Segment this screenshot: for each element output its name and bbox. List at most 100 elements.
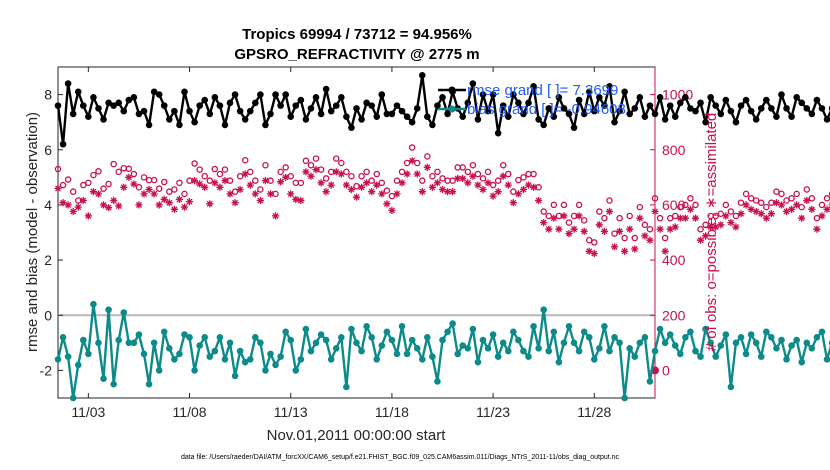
data-point	[277, 102, 284, 109]
data-point	[778, 336, 785, 344]
data-point	[191, 160, 198, 167]
data-point	[352, 193, 361, 201]
data-point	[484, 168, 492, 176]
y-axis-left-label: rmse and bias (model - observation)	[24, 112, 41, 352]
data-point	[297, 196, 305, 205]
data-point	[692, 107, 699, 115]
data-point	[747, 331, 755, 338]
data-point	[459, 164, 466, 171]
data-point	[768, 334, 775, 341]
data-point	[74, 88, 82, 96]
data-point	[763, 203, 770, 211]
data-point	[590, 107, 598, 115]
data-point	[585, 88, 593, 96]
data-point	[782, 207, 791, 216]
data-point	[580, 110, 588, 118]
y-tick-label-left: 0	[44, 307, 52, 323]
data-point	[676, 214, 684, 222]
data-point	[388, 206, 396, 214]
data-point	[95, 339, 102, 347]
data-point	[519, 185, 528, 194]
data-point	[135, 331, 143, 338]
y-tick-label-left: 2	[44, 252, 52, 268]
data-point	[166, 188, 173, 195]
data-point	[788, 342, 795, 349]
data-point	[312, 166, 320, 174]
data-point	[656, 214, 664, 222]
data-point	[262, 161, 269, 169]
data-point	[479, 175, 487, 182]
data-point	[778, 190, 785, 198]
data-point	[793, 190, 800, 198]
data-point	[661, 116, 669, 123]
data-point	[489, 91, 497, 98]
data-point	[201, 334, 209, 341]
data-point	[484, 107, 492, 115]
data-point	[601, 322, 608, 330]
data-point	[621, 247, 629, 255]
data-point	[241, 156, 249, 164]
data-point	[282, 173, 290, 181]
data-point	[444, 188, 452, 196]
y-axis-right-label: # of obs: o=possible; ∗=assimilated	[703, 113, 720, 352]
data-point	[646, 225, 654, 233]
data-point	[160, 102, 168, 109]
data-point	[570, 225, 578, 233]
data-point	[540, 121, 547, 129]
data-point	[262, 121, 269, 129]
data-point	[353, 339, 360, 347]
data-point	[115, 202, 123, 210]
data-point	[155, 367, 163, 374]
data-point	[621, 88, 628, 96]
chart-subtitle: GPSRO_REFRACTIVITY @ 2775 m	[234, 46, 479, 63]
data-point	[105, 180, 112, 188]
data-point	[494, 188, 502, 196]
data-point	[727, 219, 735, 227]
data-point	[752, 207, 760, 216]
data-point	[160, 195, 168, 203]
data-point	[272, 361, 279, 369]
data-point	[676, 350, 684, 358]
data-point	[580, 227, 588, 235]
data-point	[661, 247, 669, 255]
data-point	[479, 91, 487, 98]
data-point	[474, 358, 482, 366]
data-point	[651, 207, 659, 216]
data-point	[287, 190, 295, 198]
data-point	[332, 102, 340, 109]
data-point	[251, 190, 259, 198]
data-point	[783, 356, 790, 363]
data-point	[666, 102, 674, 109]
data-point	[252, 99, 259, 107]
data-point	[64, 80, 72, 87]
data-point	[398, 322, 406, 330]
data-point	[418, 71, 426, 79]
data-point	[130, 180, 138, 188]
data-point	[74, 361, 82, 369]
data-point	[186, 334, 193, 341]
y-tick-label-right: 600	[662, 197, 686, 213]
data-point	[322, 175, 330, 182]
data-point	[236, 185, 244, 194]
data-point	[338, 159, 345, 167]
data-point	[636, 203, 644, 211]
data-point	[140, 350, 148, 358]
series-rmse	[54, 71, 830, 148]
y-tick-label-left: 6	[44, 142, 52, 158]
data-point	[747, 107, 755, 115]
data-point	[302, 168, 310, 176]
data-point	[636, 214, 644, 222]
data-point	[691, 214, 700, 222]
data-point	[348, 124, 355, 131]
data-point	[697, 99, 704, 107]
data-point	[196, 180, 204, 188]
data-point	[646, 102, 654, 109]
y-tick-label-right: 400	[662, 252, 686, 268]
data-point	[277, 178, 285, 186]
data-point	[722, 212, 730, 220]
data-point	[777, 201, 786, 209]
data-point	[697, 225, 704, 233]
data-point	[570, 124, 578, 131]
data-point	[226, 99, 234, 107]
data-point	[742, 201, 750, 209]
